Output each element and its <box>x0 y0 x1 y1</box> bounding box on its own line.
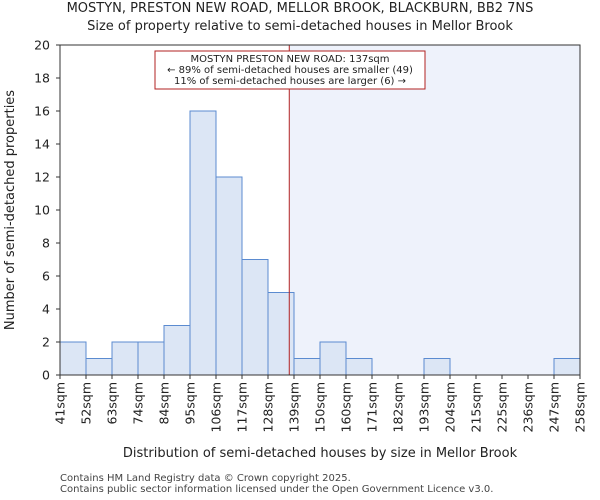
bar-84sqm <box>163 325 191 376</box>
x-tick-label: 41sqm <box>53 382 68 425</box>
bar-63sqm <box>111 341 139 376</box>
y-tick-label: 12 <box>34 170 50 185</box>
bar-41sqm <box>59 341 87 376</box>
bar-74sqm <box>137 341 165 376</box>
y-tick-label: 6 <box>42 269 50 284</box>
annotation-box: MOSTYN PRESTON NEW ROAD: 137sqm ← 89% of… <box>154 50 426 90</box>
x-tick-label: 139sqm <box>287 382 302 432</box>
y-tick-label: 10 <box>34 203 50 218</box>
y-tick-label: 2 <box>42 335 50 350</box>
x-tick-label: 171sqm <box>365 382 380 432</box>
larger-region-highlight <box>289 45 580 375</box>
annotation-frame <box>154 50 426 90</box>
bar-150sqm <box>319 341 347 376</box>
bar-128sqm <box>267 292 295 376</box>
x-tick-label: 215sqm <box>469 382 484 432</box>
x-ticks: 41sqm 52sqm 63sqm 74sqm 84sqm 95sqm 106sqm 117s… <box>53 375 588 432</box>
y-ticks: 0 2 4 6 8 10 12 14 16 18 20 <box>34 38 60 383</box>
y-tick-label: 8 <box>42 236 50 251</box>
x-tick-label: 236sqm <box>521 382 536 432</box>
y-tick-label: 4 <box>42 302 50 317</box>
x-tick-label: 258sqm <box>573 382 588 432</box>
x-tick-label: 117sqm <box>235 382 250 432</box>
y-axis-label: Number of semi-detached properties <box>3 90 18 330</box>
chart-title-address: MOSTYN, PRESTON NEW ROAD, MELLOR BROOK, … <box>66 1 534 16</box>
x-tick-label: 193sqm <box>417 382 432 432</box>
annotation-line-3: 11% of semi-detached houses are larger (… <box>174 76 406 87</box>
bar-247sqm <box>553 358 581 376</box>
x-tick-label: 182sqm <box>391 382 406 432</box>
x-tick-label: 225sqm <box>495 382 510 432</box>
y-tick-label: 20 <box>34 38 50 53</box>
x-tick-label: 74sqm <box>131 382 146 425</box>
y-tick-label: 18 <box>34 71 50 86</box>
x-tick-label: 160sqm <box>339 382 354 432</box>
x-axis-label: Distribution of semi-detached houses by … <box>123 446 518 461</box>
bar-106sqm <box>215 176 243 376</box>
bar-160sqm <box>345 358 373 376</box>
x-tick-label: 63sqm <box>105 382 120 425</box>
footer-copyright: Contains HM Land Registry data © Crown c… <box>60 473 351 484</box>
bar-95sqm <box>189 110 217 376</box>
x-tick-label: 247sqm <box>547 382 562 432</box>
bar-52sqm <box>85 358 113 376</box>
bar-193sqm <box>423 358 451 376</box>
annotation-line-1: MOSTYN PRESTON NEW ROAD: 137sqm <box>191 54 390 65</box>
annotation-line-2: ← 89% of semi-detached houses are smalle… <box>167 65 413 76</box>
y-tick-label: 16 <box>34 104 50 119</box>
bar-117sqm <box>241 259 269 376</box>
x-tick-label: 204sqm <box>443 382 458 432</box>
x-tick-label: 128sqm <box>261 382 276 432</box>
bar-139sqm <box>293 358 321 376</box>
x-tick-label: 150sqm <box>313 382 328 432</box>
footer-licence: Contains public sector information licen… <box>60 484 494 495</box>
chart-subtitle: Size of property relative to semi-detach… <box>87 19 513 34</box>
x-tick-label: 106sqm <box>209 382 224 432</box>
x-tick-label: 95sqm <box>183 382 198 425</box>
y-tick-label: 14 <box>34 137 50 152</box>
x-tick-label: 84sqm <box>157 382 172 425</box>
x-tick-label: 52sqm <box>79 382 94 425</box>
y-tick-label: 0 <box>42 368 50 383</box>
